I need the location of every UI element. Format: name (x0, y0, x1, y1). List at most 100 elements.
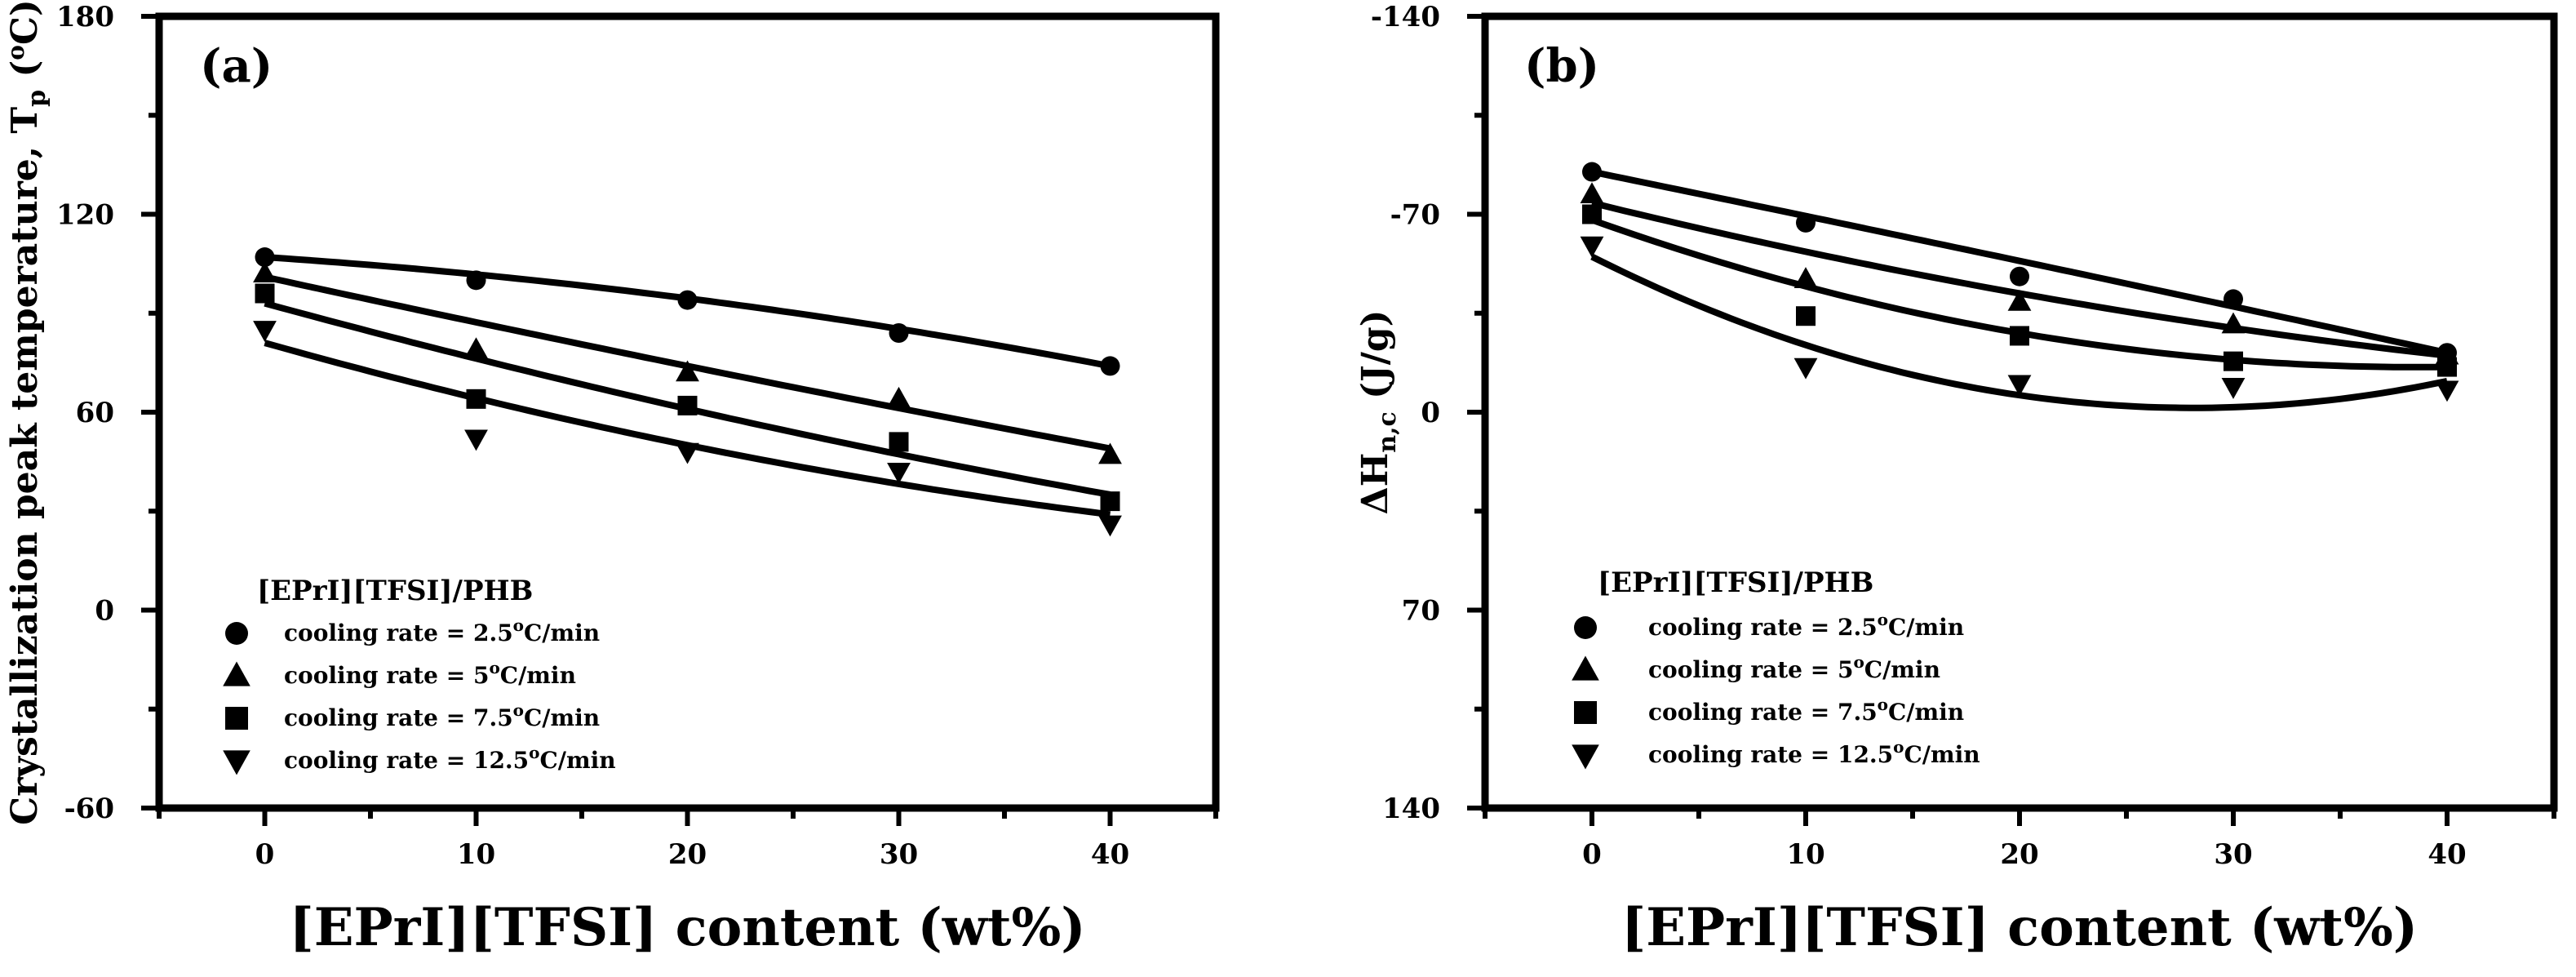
x-tick-label: 30 (2214, 838, 2252, 871)
data-point-square (889, 432, 909, 452)
legend-entry: cooling rate = 5oC/min (284, 658, 576, 689)
legend-entry-unit: C/min (524, 620, 600, 646)
data-point-square (2437, 357, 2457, 377)
x-tick-label: 30 (880, 838, 918, 871)
x-axis-title: [EPrI][TFSI] content (wt%) (1621, 897, 2418, 958)
y-tick-label: -60 (64, 793, 114, 825)
y-axis-title-unit: ( (4, 60, 46, 90)
data-point-triangle-down (1098, 515, 1122, 537)
legend-entry-text: cooling rate = 2.5 (284, 620, 513, 646)
legend-entry-text: cooling rate = 2.5 (1648, 614, 1878, 641)
legend-entry: cooling rate = 12.5oC/min (284, 743, 616, 774)
data-point-triangle-down (676, 442, 699, 464)
x-tick-label: 0 (255, 838, 275, 871)
data-point-circle (1582, 162, 1602, 182)
data-point-triangle-down (1580, 236, 1604, 258)
data-point-circle (2010, 266, 2029, 286)
y-tick-label: 140 (1382, 793, 1440, 825)
data-point-square (2224, 351, 2243, 371)
legend-marker-triangle-down (1572, 744, 1599, 770)
legend-entry: cooling rate = 7.5oC/min (284, 700, 600, 731)
data-point-circle (889, 323, 909, 343)
y-axis-title: ΔHn,c (J/g) (1355, 310, 1402, 515)
data-point-triangle-up (253, 261, 277, 283)
x-tick-label: 20 (668, 838, 707, 871)
legend-entry-text: cooling rate = 12.5 (284, 747, 529, 774)
data-point-triangle-down (464, 429, 488, 451)
legend-entry: cooling rate = 7.5oC/min (1648, 695, 1964, 726)
data-point-square (1796, 306, 1816, 326)
data-point-triangle-down (253, 321, 277, 342)
legend-entry-text: cooling rate = 5 (1648, 656, 1853, 683)
y-axis-title-main: ΔH (1355, 453, 1396, 515)
data-point-circle (2224, 289, 2243, 309)
legend-entry: cooling rate = 5oC/min (1648, 652, 1940, 683)
legend-marker-triangle-up (1572, 655, 1599, 681)
data-point-circle (677, 290, 698, 310)
data-point-triangle-up (2221, 312, 2246, 334)
data-point-triangle-up (1793, 267, 1818, 288)
x-tick-label: 0 (1582, 838, 1602, 871)
legend-marker-circle (1574, 616, 1597, 639)
legend-title: [EPrI][TFSI]/PHB (1598, 566, 1873, 599)
x-tick-label: 40 (1091, 838, 1129, 871)
data-point-triangle-up (2007, 289, 2032, 311)
legend-entry-superscript: o (529, 743, 539, 762)
x-tick-label: 20 (2000, 838, 2038, 871)
fit-curve-circle (264, 254, 1111, 370)
data-point-triangle-up (887, 386, 911, 408)
y-tick-label: -140 (1371, 1, 1440, 33)
data-point-triangle-down (1793, 357, 1818, 380)
legend-entry-text: cooling rate = 12.5 (1648, 741, 1893, 768)
panel-label: (b) (1524, 39, 1599, 93)
chart-panel-a: 0 10 20 30 40 -60 0 60 120 180 (a) [EPrI][TFSI] con… (2, 0, 1220, 958)
legend-marker-circle (225, 622, 248, 645)
y-tick-label: 70 (1402, 595, 1440, 628)
x-tick-label: 10 (1786, 838, 1824, 871)
y-tick-label: 60 (76, 397, 114, 429)
legend-entry-superscript: o (1893, 737, 1904, 757)
legend-entry-superscript: o (513, 615, 524, 635)
y-tick-label: 0 (1421, 397, 1440, 429)
x-axis-title: [EPrI][TFSI] content (wt%) (289, 897, 1085, 958)
data-point-triangle-down (2221, 378, 2246, 399)
legend-entry-superscript: o (513, 700, 524, 720)
legend-marker-triangle-down (223, 750, 251, 775)
y-tick-label: 0 (95, 595, 114, 628)
y-axis-title-main: Crystallization peak temperature, T (4, 107, 46, 825)
legend-entry-superscript: o (1878, 695, 1888, 714)
legend-entry-unit: C/min (524, 704, 600, 731)
y-axis-title-unit: (J/g) (1355, 310, 1396, 412)
data-point-square (677, 395, 698, 415)
legend-entry: cooling rate = 12.5oC/min (1648, 737, 1980, 768)
fit-curve-circle (1591, 168, 2448, 357)
legend-entry-unit: C/min (1888, 699, 1964, 726)
data-point-circle (1100, 356, 1120, 376)
x-tick-label: 40 (2427, 838, 2466, 871)
y-tick-label: 120 (56, 199, 114, 232)
legend-entry-unit: C/min (1904, 741, 1980, 768)
y-tick-label: -70 (1390, 199, 1440, 232)
legend-entry-unit: C/min (1864, 656, 1940, 683)
legend-entry: cooling rate = 2.5oC/min (284, 615, 600, 646)
data-point-triangle-up (1098, 442, 1122, 464)
y-axis-title: Crystallization peak temperature, Tp (oC… (2, 0, 51, 825)
panel-label: (a) (200, 39, 273, 93)
legend-entry: cooling rate = 2.5oC/min (1648, 610, 1964, 641)
legend-entry-superscript: o (1853, 652, 1864, 672)
legend-entry-text: cooling rate = 5 (284, 662, 489, 689)
legend-entry-unit: C/min (1888, 614, 1964, 641)
data-point-triangle-up (1580, 182, 1604, 204)
plot-frame (1481, 12, 2558, 812)
chart-panel-b: 0 10 20 30 40 -140 -70 0 70 140 (b) [EPrI][TFSI] co… (1355, 1, 2558, 958)
data-point-square (2010, 326, 2029, 346)
data-point-triangle-up (464, 337, 488, 359)
legend-title: [EPrI][TFSI]/PHB (257, 575, 533, 607)
data-point-circle (466, 270, 486, 291)
data-point-square (466, 389, 486, 409)
data-point-triangle-down (887, 462, 911, 484)
data-point-square (255, 283, 275, 304)
legend-entry-superscript: o (1878, 610, 1888, 629)
